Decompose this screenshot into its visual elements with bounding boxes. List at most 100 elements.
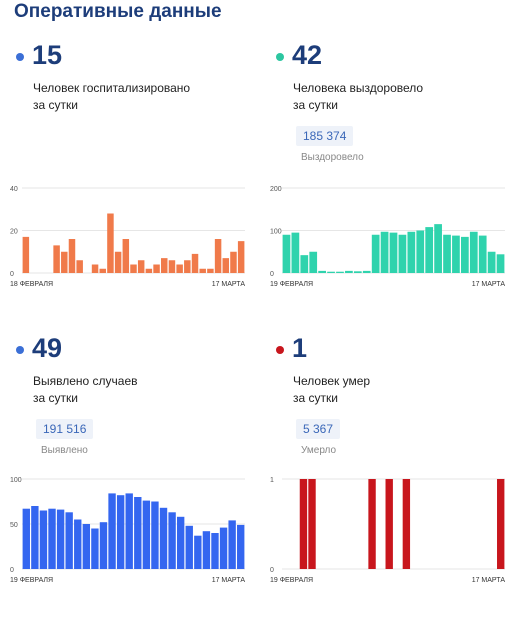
x-end-label: 17 МАРТА bbox=[472, 577, 506, 584]
chart-bar[interactable] bbox=[53, 245, 60, 274]
deaths-total: 5 367 bbox=[296, 419, 341, 439]
chart-bar[interactable] bbox=[122, 239, 130, 273]
chart-bar[interactable] bbox=[31, 506, 39, 569]
chart-bar[interactable] bbox=[99, 268, 106, 273]
chart-bar[interactable] bbox=[219, 527, 228, 569]
recovered-description: Человека выздоровело за сутки bbox=[293, 80, 493, 114]
chart-bar[interactable] bbox=[65, 512, 73, 569]
x-start-label: 19 ФЕВРАЛЯ bbox=[10, 577, 53, 584]
chart-bar[interactable] bbox=[214, 239, 222, 273]
chart-bar[interactable] bbox=[237, 524, 245, 569]
chart-bar[interactable] bbox=[478, 235, 487, 273]
chart-bar[interactable] bbox=[116, 495, 125, 569]
chart-bar[interactable] bbox=[207, 268, 214, 273]
hospitalized-count: 15 bbox=[32, 40, 63, 70]
chart-bar[interactable] bbox=[398, 234, 407, 273]
chart-bar[interactable] bbox=[425, 227, 434, 273]
deaths-total-label: Умерло bbox=[301, 445, 337, 456]
chart-bar[interactable] bbox=[461, 236, 469, 274]
chart-bar[interactable] bbox=[194, 535, 202, 569]
chart-bar[interactable] bbox=[176, 264, 183, 274]
chart-bar[interactable] bbox=[185, 525, 193, 569]
chart-bar[interactable] bbox=[39, 510, 48, 570]
chart-bar[interactable] bbox=[345, 270, 353, 274]
chart-bar[interactable] bbox=[108, 493, 116, 569]
chart-bar[interactable] bbox=[168, 512, 176, 569]
detected-chart: 0 50 100 19 ФЕВРАЛЯ 17 МАРТА bbox=[10, 477, 246, 584]
chart-bar[interactable] bbox=[184, 260, 191, 273]
chart-bar[interactable] bbox=[452, 235, 460, 273]
chart-bar[interactable] bbox=[176, 516, 185, 569]
chart-bar[interactable] bbox=[291, 232, 300, 274]
chart-bar[interactable] bbox=[107, 213, 114, 274]
chart-bar[interactable] bbox=[300, 255, 309, 273]
chart-bar[interactable] bbox=[61, 251, 68, 273]
hospitalized-card: 15 Человек госпитализировано за сутки 0 2… bbox=[10, 40, 250, 288]
chart-bar[interactable] bbox=[362, 270, 371, 274]
recovered-total-label: Выздоровело bbox=[301, 152, 364, 163]
chart-bar[interactable] bbox=[130, 264, 137, 274]
chart-bar[interactable] bbox=[299, 479, 308, 569]
chart-bar[interactable] bbox=[137, 260, 145, 273]
chart-bar[interactable] bbox=[497, 479, 505, 569]
chart-bar[interactable] bbox=[385, 479, 393, 569]
chart-bar[interactable] bbox=[230, 251, 237, 273]
chart-bar[interactable] bbox=[68, 239, 76, 273]
chart-bar[interactable] bbox=[368, 479, 376, 569]
chart-bar[interactable] bbox=[22, 508, 30, 569]
chart-bar[interactable] bbox=[22, 236, 30, 274]
recovered-count: 42 bbox=[292, 40, 323, 70]
x-end-label: 17 МАРТА bbox=[212, 577, 246, 584]
chart-bar[interactable] bbox=[74, 519, 82, 570]
chart-bar[interactable] bbox=[336, 271, 344, 273]
chart-bar[interactable] bbox=[309, 251, 318, 273]
x-start-label: 19 ФЕВРАЛЯ bbox=[270, 281, 313, 288]
chart-bar[interactable] bbox=[142, 500, 151, 569]
chart-bar[interactable] bbox=[371, 234, 380, 273]
chart-bar[interactable] bbox=[161, 258, 168, 274]
chart-bar[interactable] bbox=[48, 508, 56, 569]
chart-bar[interactable] bbox=[114, 251, 122, 273]
chart-bar[interactable] bbox=[202, 531, 211, 569]
chart-bar[interactable] bbox=[91, 264, 99, 274]
dot-icon bbox=[16, 346, 24, 354]
chart-bar[interactable] bbox=[56, 509, 65, 569]
chart-bar[interactable] bbox=[380, 231, 389, 273]
chart-bar[interactable] bbox=[282, 234, 291, 273]
dot-icon bbox=[276, 346, 284, 354]
chart-bar[interactable] bbox=[159, 507, 168, 569]
chart-bar[interactable] bbox=[327, 271, 335, 273]
chart-bar[interactable] bbox=[228, 520, 236, 569]
detected-description: Выявлено случаев за сутки bbox=[33, 373, 233, 407]
chart-bar[interactable] bbox=[76, 260, 83, 273]
chart-bar[interactable] bbox=[443, 234, 451, 273]
chart-bar[interactable] bbox=[153, 264, 160, 274]
chart-bar[interactable] bbox=[82, 524, 91, 569]
chart-bar[interactable] bbox=[134, 497, 142, 569]
chart-bar[interactable] bbox=[191, 253, 199, 274]
deaths-count: 1 bbox=[292, 333, 308, 363]
chart-bar[interactable] bbox=[353, 271, 362, 273]
chart-bar[interactable] bbox=[389, 232, 398, 274]
chart-bar[interactable] bbox=[318, 270, 326, 274]
recovered-chart: 0 100 200 19 ФЕВРАЛЯ 17 МАРТА bbox=[270, 186, 506, 288]
chart-bar[interactable] bbox=[145, 268, 153, 273]
chart-bar[interactable] bbox=[469, 231, 478, 273]
chart-bar[interactable] bbox=[237, 241, 245, 274]
chart-bar[interactable] bbox=[308, 479, 316, 569]
chart-bar[interactable] bbox=[151, 501, 159, 570]
chart-bar[interactable] bbox=[99, 522, 108, 569]
chart-bar[interactable] bbox=[168, 260, 176, 273]
x-end-label: 17 МАРТА bbox=[472, 281, 506, 288]
chart-bar[interactable] bbox=[211, 533, 219, 569]
chart-bar[interactable] bbox=[402, 479, 411, 569]
chart-bar[interactable] bbox=[199, 268, 206, 273]
chart-bar[interactable] bbox=[416, 230, 425, 274]
chart-bar[interactable] bbox=[407, 231, 416, 273]
chart-bar[interactable] bbox=[487, 251, 496, 273]
chart-bar[interactable] bbox=[496, 254, 505, 273]
chart-bar[interactable] bbox=[125, 493, 133, 569]
chart-bar[interactable] bbox=[222, 258, 230, 274]
chart-bar[interactable] bbox=[91, 528, 99, 570]
chart-bar[interactable] bbox=[434, 224, 442, 273]
